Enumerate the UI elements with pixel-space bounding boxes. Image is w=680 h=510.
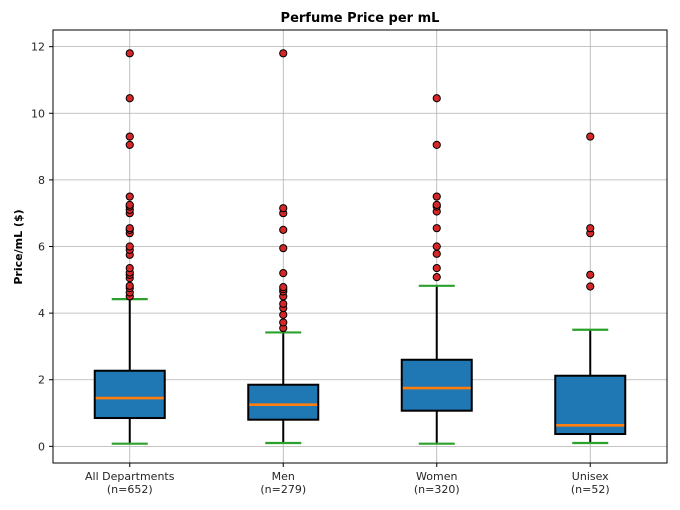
y-tick-label: 12 bbox=[31, 41, 45, 54]
outlier-point bbox=[279, 49, 288, 58]
iqr-box bbox=[400, 358, 473, 412]
outlier-point bbox=[432, 249, 441, 258]
box-group bbox=[247, 49, 320, 445]
outlier-point bbox=[125, 192, 134, 201]
outlier-point bbox=[432, 273, 441, 282]
plot-frame bbox=[52, 29, 668, 464]
category-count-label: (n=652) bbox=[107, 483, 153, 496]
box-group bbox=[400, 94, 473, 445]
outlier-point bbox=[125, 281, 134, 290]
iqr-box bbox=[93, 369, 166, 420]
outlier-point bbox=[432, 192, 441, 201]
outlier-point bbox=[125, 94, 134, 103]
outlier-point bbox=[279, 225, 288, 234]
outlier-point bbox=[432, 140, 441, 150]
outlier-point bbox=[125, 242, 134, 251]
iqr-box bbox=[247, 383, 320, 421]
category-count-label: (n=52) bbox=[571, 483, 610, 496]
outlier-point bbox=[432, 200, 441, 209]
outlier-point bbox=[432, 242, 441, 251]
y-tick-label: 8 bbox=[38, 174, 45, 187]
outlier-point bbox=[279, 318, 288, 327]
outlier-point bbox=[279, 244, 288, 253]
category-label-layer: All Departments(n=652)Men(n=279)Women(n=… bbox=[85, 470, 610, 496]
outlier-point bbox=[125, 264, 134, 273]
outlier-point bbox=[432, 224, 441, 233]
category-name-label: All Departments bbox=[85, 470, 175, 483]
outlier-point bbox=[125, 49, 134, 58]
outlier-point bbox=[279, 299, 288, 308]
category-name-label: Men bbox=[272, 470, 295, 483]
chart-title: Perfume Price per mL bbox=[281, 11, 440, 26]
outlier-point bbox=[279, 283, 288, 292]
tick-layer: 0 2 4 6 8 10 12 bbox=[31, 41, 591, 467]
outlier-point bbox=[125, 132, 134, 141]
outlier-point bbox=[586, 132, 595, 141]
y-tick-label: 4 bbox=[38, 307, 45, 320]
outlier-point bbox=[279, 269, 288, 278]
box-group bbox=[93, 49, 166, 445]
y-tick-label: 0 bbox=[38, 440, 45, 453]
outlier-point bbox=[125, 140, 134, 150]
outlier-point bbox=[586, 224, 595, 233]
y-axis-label: Price/mL ($) bbox=[12, 209, 25, 284]
outlier-point bbox=[125, 224, 134, 233]
outlier-point bbox=[125, 200, 134, 209]
outlier-point bbox=[279, 204, 288, 213]
y-tick-label: 2 bbox=[38, 374, 45, 387]
category-name-label: Women bbox=[416, 470, 457, 483]
category-count-label: (n=320) bbox=[414, 483, 460, 496]
outlier-point bbox=[432, 94, 441, 103]
category-name-label: Unisex bbox=[572, 470, 609, 483]
category-count-label: (n=279) bbox=[260, 483, 306, 496]
outlier-point bbox=[586, 282, 595, 291]
outlier-point bbox=[432, 264, 441, 273]
box-group bbox=[554, 132, 627, 445]
outlier-point bbox=[586, 270, 595, 279]
y-tick-label: 10 bbox=[31, 107, 45, 120]
y-tick-label: 6 bbox=[38, 241, 45, 254]
box-layer bbox=[93, 49, 627, 445]
outlier-point bbox=[279, 310, 288, 319]
